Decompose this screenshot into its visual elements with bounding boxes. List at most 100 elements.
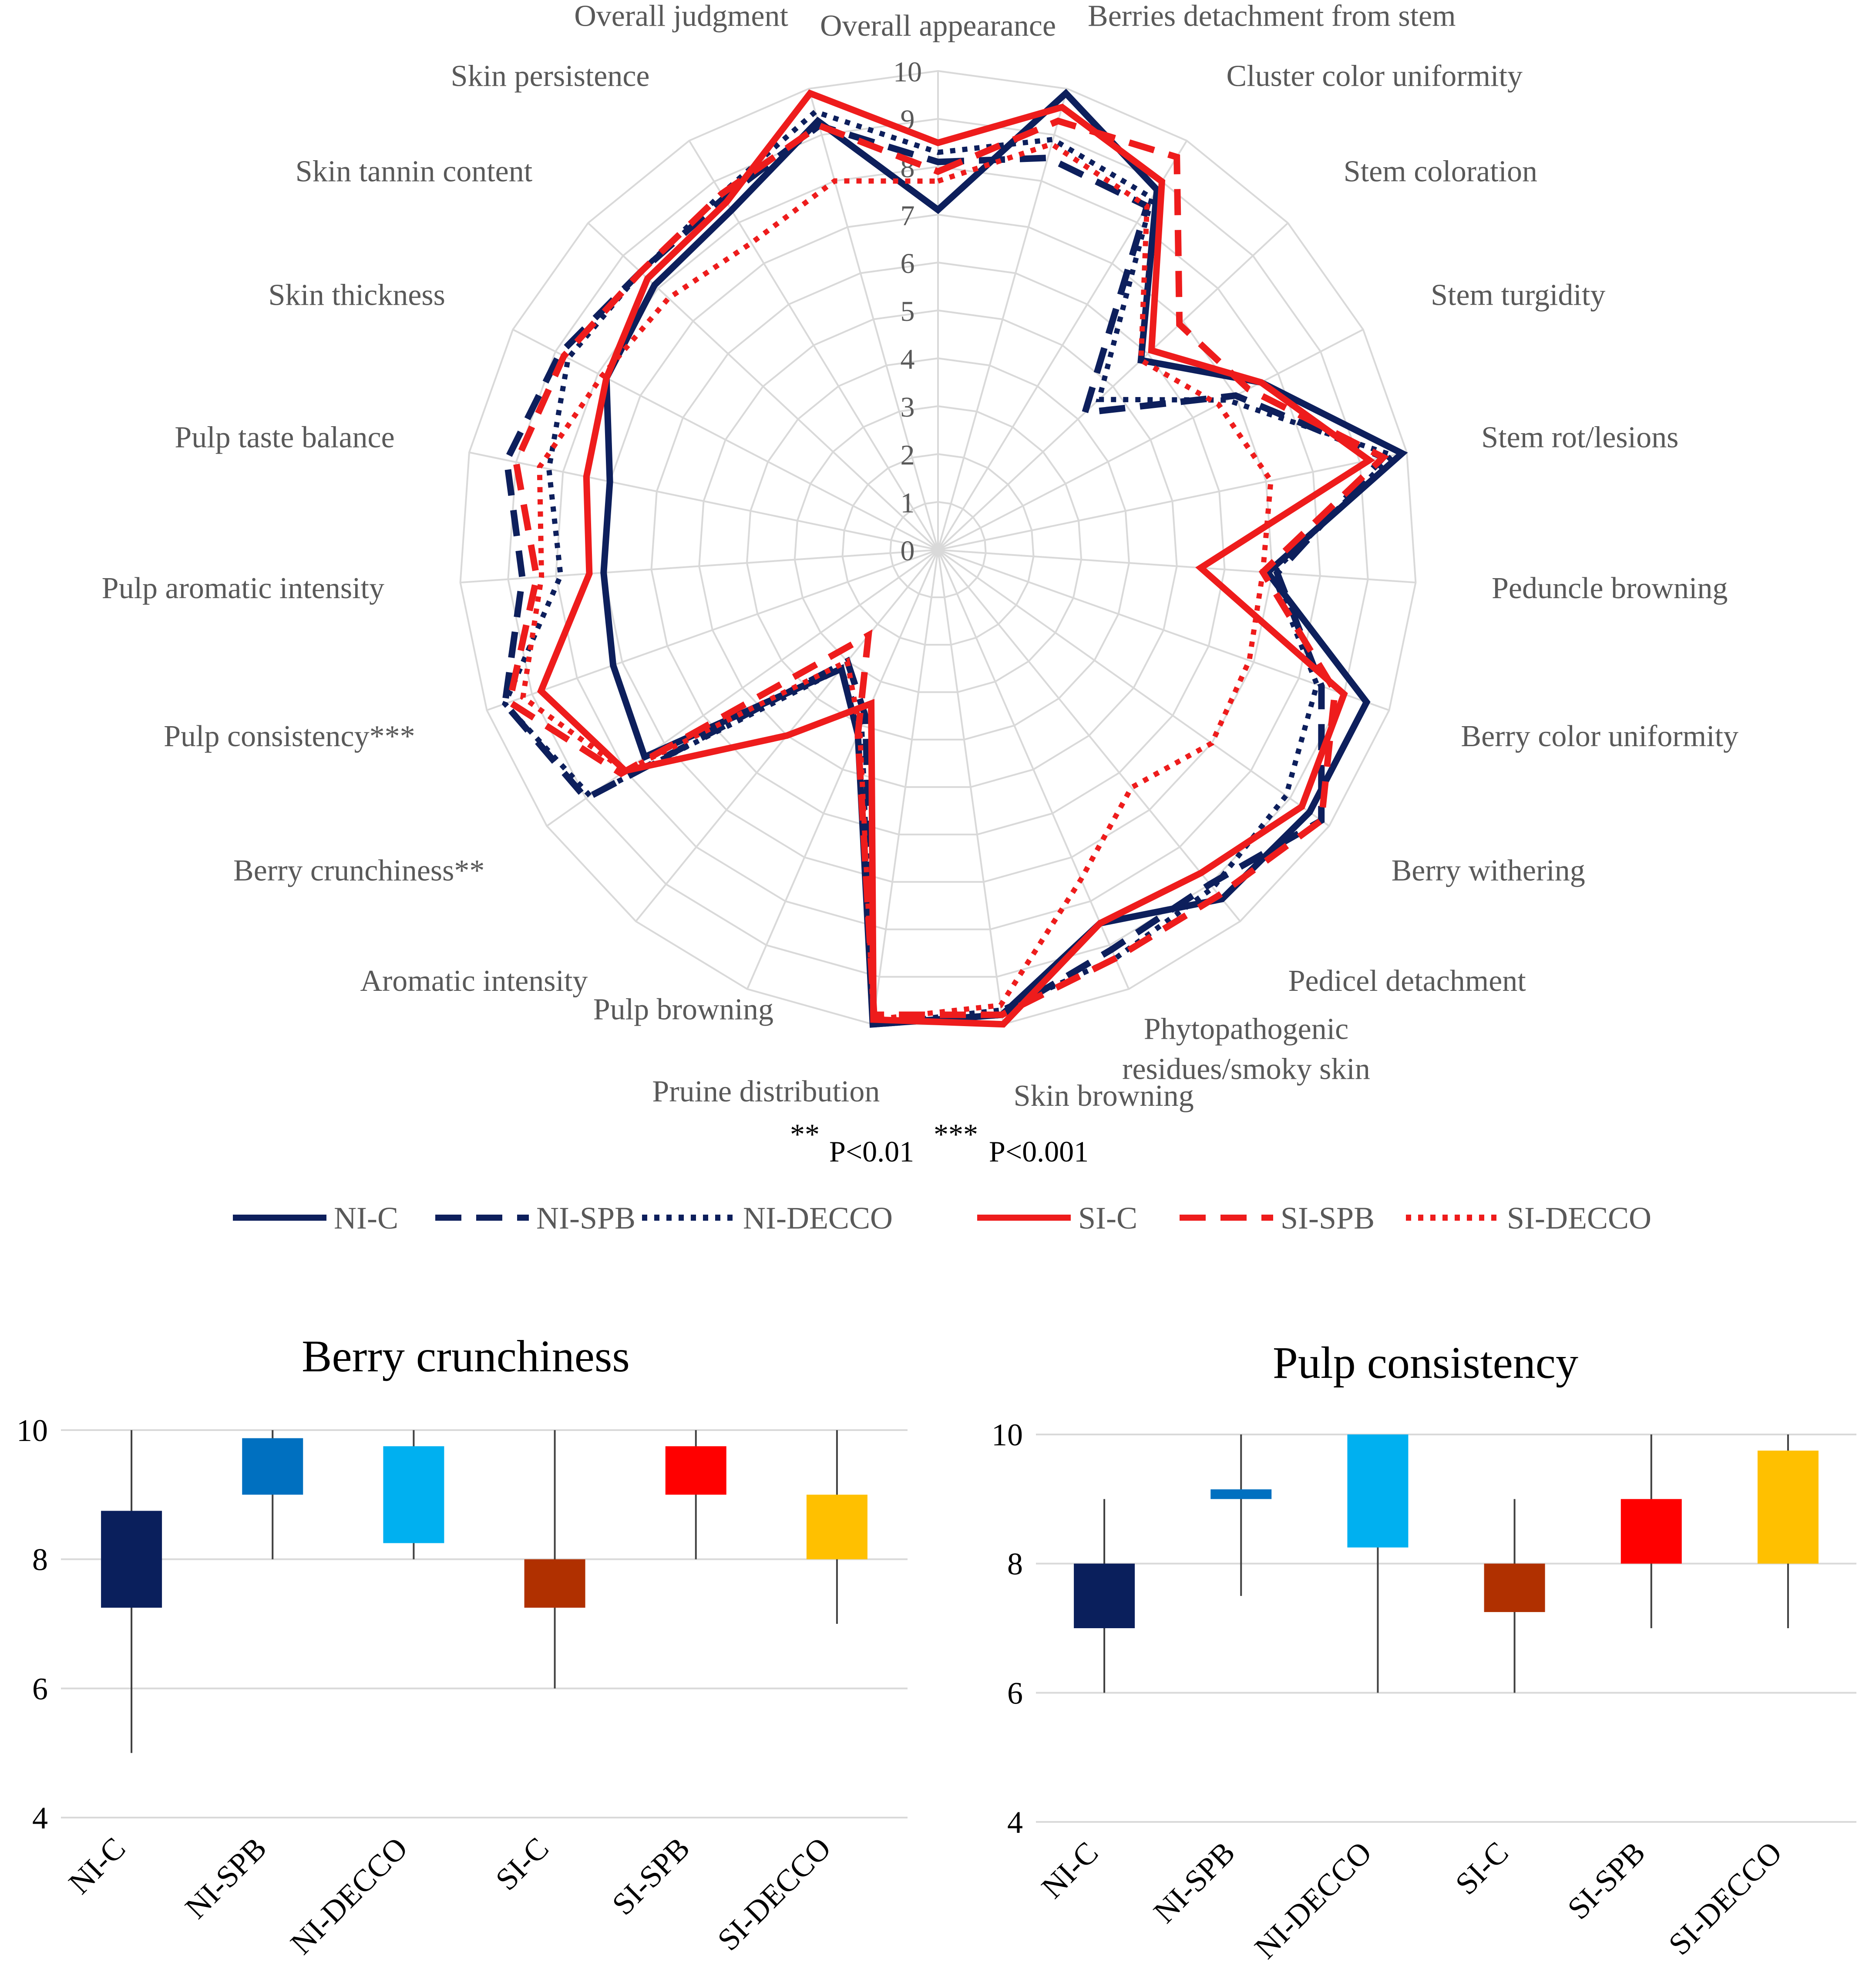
radar-axis-label-skin-persistence: Skin persistence xyxy=(451,60,650,93)
radar-tick-label: 5 xyxy=(901,296,915,327)
box-category-label-ni-c: NI-C xyxy=(1035,1835,1105,1905)
radar-grid-ring-3 xyxy=(793,405,1083,693)
radar-axis-label-skin-thickness: Skin thickness xyxy=(268,278,445,312)
box-y-tick-label: 4 xyxy=(32,1801,48,1835)
radar-spoke-pedicel-detachment xyxy=(937,549,1241,922)
radar-axis-label-pulp-browning: Pulp browning xyxy=(593,993,773,1026)
sig-01-stars: ** xyxy=(790,1118,820,1151)
box-title: Pulp consistency xyxy=(1273,1338,1578,1388)
legend-label-ni-c: NI-C xyxy=(334,1201,398,1236)
legend-label-si-c: SI-C xyxy=(1078,1201,1137,1236)
radar-axis-label-stem-turgidity: Stem turgidity xyxy=(1431,278,1605,312)
legend-label-si-spb: SI-SPB xyxy=(1281,1201,1375,1236)
legend-label-si-decco: SI-DECCO xyxy=(1507,1201,1651,1236)
radar-tick-label: 7 xyxy=(901,200,915,232)
box-category-label-si-spb: SI-SPB xyxy=(605,1831,696,1922)
box-ni-spb xyxy=(1210,1489,1272,1499)
radar-spoke-stem-rot-lesions xyxy=(938,451,1407,551)
radar-grid-ring-7 xyxy=(602,213,1274,883)
box-si-c xyxy=(1484,1563,1545,1612)
radar-spoke-pulp-browning xyxy=(746,549,939,990)
radar-grid-ring-1 xyxy=(889,501,987,598)
radar-axis-label-berry-color-uniformity: Berry color uniformity xyxy=(1461,720,1738,753)
box-category-label-ni-decco: NI-DECCO xyxy=(1248,1835,1378,1966)
radar-series-si-c xyxy=(537,89,1375,1028)
box-category-label-ni-c: NI-C xyxy=(62,1831,132,1901)
box-ni-c xyxy=(1074,1563,1135,1628)
box-category-label-si-decco: SI-DECCO xyxy=(1662,1835,1789,1962)
radar-spoke-skin-thickness xyxy=(512,329,938,551)
radar-tick-label: 3 xyxy=(901,391,915,423)
radar-axis-label-skin-tannin-content: Skin tannin content xyxy=(296,155,533,189)
berry-crunchiness-chart: Berry crunchiness 4 6 8 10 NI-C NI-SPB NI-DECCO… xyxy=(17,1331,908,1961)
box-y-tick-label: 6 xyxy=(1007,1676,1023,1710)
radar-axis-label-berry-crunchiness: Berry crunchiness** xyxy=(233,854,484,887)
box-si-c xyxy=(524,1559,585,1608)
radar-tick-label: 0 xyxy=(901,535,915,567)
radar-grid-ring-4 xyxy=(746,357,1130,741)
box-category-label-si-c: SI-C xyxy=(1449,1835,1515,1902)
radar-axis-label-pruine-distribution: Pruine distribution xyxy=(652,1075,880,1108)
radar-axis-label-peduncle-browning: Peduncle browning xyxy=(1492,572,1728,605)
box-y-tick-label: 6 xyxy=(32,1671,48,1706)
legend: NI-C NI-SPB NI-DECCO SI-C SI-SPB SI-DECCO xyxy=(233,1201,1651,1236)
box-category-label-si-decco: SI-DECCO xyxy=(711,1831,837,1957)
radar-axis-label-pulp-consistency: Pulp consistency*** xyxy=(164,720,415,753)
radar-axis-label-pedicel-detachment: Pedicel detachment xyxy=(1288,964,1526,998)
radar-axis-label-stem-coloration: Stem coloration xyxy=(1344,155,1537,189)
radar-axis-label-berries-detachment-from-stem: Berries detachment from stem xyxy=(1088,0,1456,33)
radar-grid-ring-2 xyxy=(841,453,1035,646)
box-ni-decco xyxy=(1347,1434,1409,1548)
sig-001-text: P<0.001 xyxy=(989,1135,1089,1168)
radar-tick-label: 2 xyxy=(901,439,915,471)
box-category-label-ni-decco: NI-DECCO xyxy=(284,1831,414,1961)
box-category-label-si-c: SI-C xyxy=(489,1831,555,1897)
box-y-tick-label: 10 xyxy=(992,1417,1023,1452)
pulp-consistency-chart: Pulp consistency 4 6 8 10 NI-C NI-SPB NI-DECCO S… xyxy=(992,1338,1856,1966)
radar-axis-label-pulp-taste-balance: Pulp taste balance xyxy=(175,421,394,455)
radar-spoke-berries-detachment-from-stem xyxy=(937,88,1068,550)
radar-spoke-pulp-taste-balance xyxy=(469,451,938,551)
box-ni-spb xyxy=(242,1438,303,1495)
sig-01-text: P<0.01 xyxy=(829,1135,914,1168)
radar-spoke-berry-withering xyxy=(937,549,1330,827)
radar-axis-label-aromatic-intensity: Aromatic intensity xyxy=(360,964,588,998)
legend-label-ni-spb: NI-SPB xyxy=(536,1201,635,1236)
radar-spoke-pruine-distribution xyxy=(872,549,939,1025)
radar-spoke-skin-browning xyxy=(937,549,1004,1025)
significance-note: ** P<0.01 *** P<0.001 xyxy=(790,1118,1089,1168)
radar-series-ni-spb xyxy=(501,122,1389,1028)
radar-tick-label: 4 xyxy=(901,343,915,375)
radar-tick-label: 1 xyxy=(901,487,915,519)
box-y-tick-label: 10 xyxy=(17,1413,48,1448)
box-y-tick-label: 8 xyxy=(1007,1547,1023,1582)
radar-spoke-berry-crunchiness xyxy=(546,549,939,827)
box-ni-decco xyxy=(383,1446,444,1543)
radar-axis-label-overall-appearance: Overall appearance xyxy=(820,9,1056,43)
radar-series-ni-decco xyxy=(501,109,1398,1027)
box-si-spb xyxy=(1620,1499,1682,1564)
box-si-spb xyxy=(665,1446,726,1495)
radar-spoke-stem-coloration xyxy=(937,222,1289,551)
radar-series-si-spb xyxy=(505,117,1389,1018)
radar-grid-ring-5 xyxy=(698,309,1178,788)
box-category-label-ni-spb: NI-SPB xyxy=(1147,1835,1242,1930)
radar-grid-ring-9 xyxy=(507,118,1369,978)
box-y-tick-label: 4 xyxy=(1007,1805,1023,1840)
box-category-label-ni-spb: NI-SPB xyxy=(178,1831,273,1926)
box-y-tick-label: 8 xyxy=(32,1542,48,1577)
radar-spoke-stem-turgidity xyxy=(938,329,1364,551)
radar-tick-label: 10 xyxy=(893,56,922,88)
radar-axis-label-phytopathogenic-residues-smoky-skin: Phytopathogenic residues/smoky skin xyxy=(1122,1012,1370,1086)
radar-spoke-pulp-consistency xyxy=(486,549,938,711)
radar-axis-label-overall-judgment: Overall judgment xyxy=(574,0,788,33)
radar-axis-label-berry-withering: Berry withering xyxy=(1392,854,1585,887)
radar-tick-label: 6 xyxy=(901,248,915,279)
radar-grid-ring-6 xyxy=(650,261,1226,835)
sig-001-stars: *** xyxy=(934,1118,978,1151)
box-si-decco xyxy=(1757,1451,1819,1564)
box-category-label-si-spb: SI-SPB xyxy=(1561,1835,1652,1926)
radar-axis-label-pulp-aromatic-intensity: Pulp aromatic intensity xyxy=(102,572,384,605)
